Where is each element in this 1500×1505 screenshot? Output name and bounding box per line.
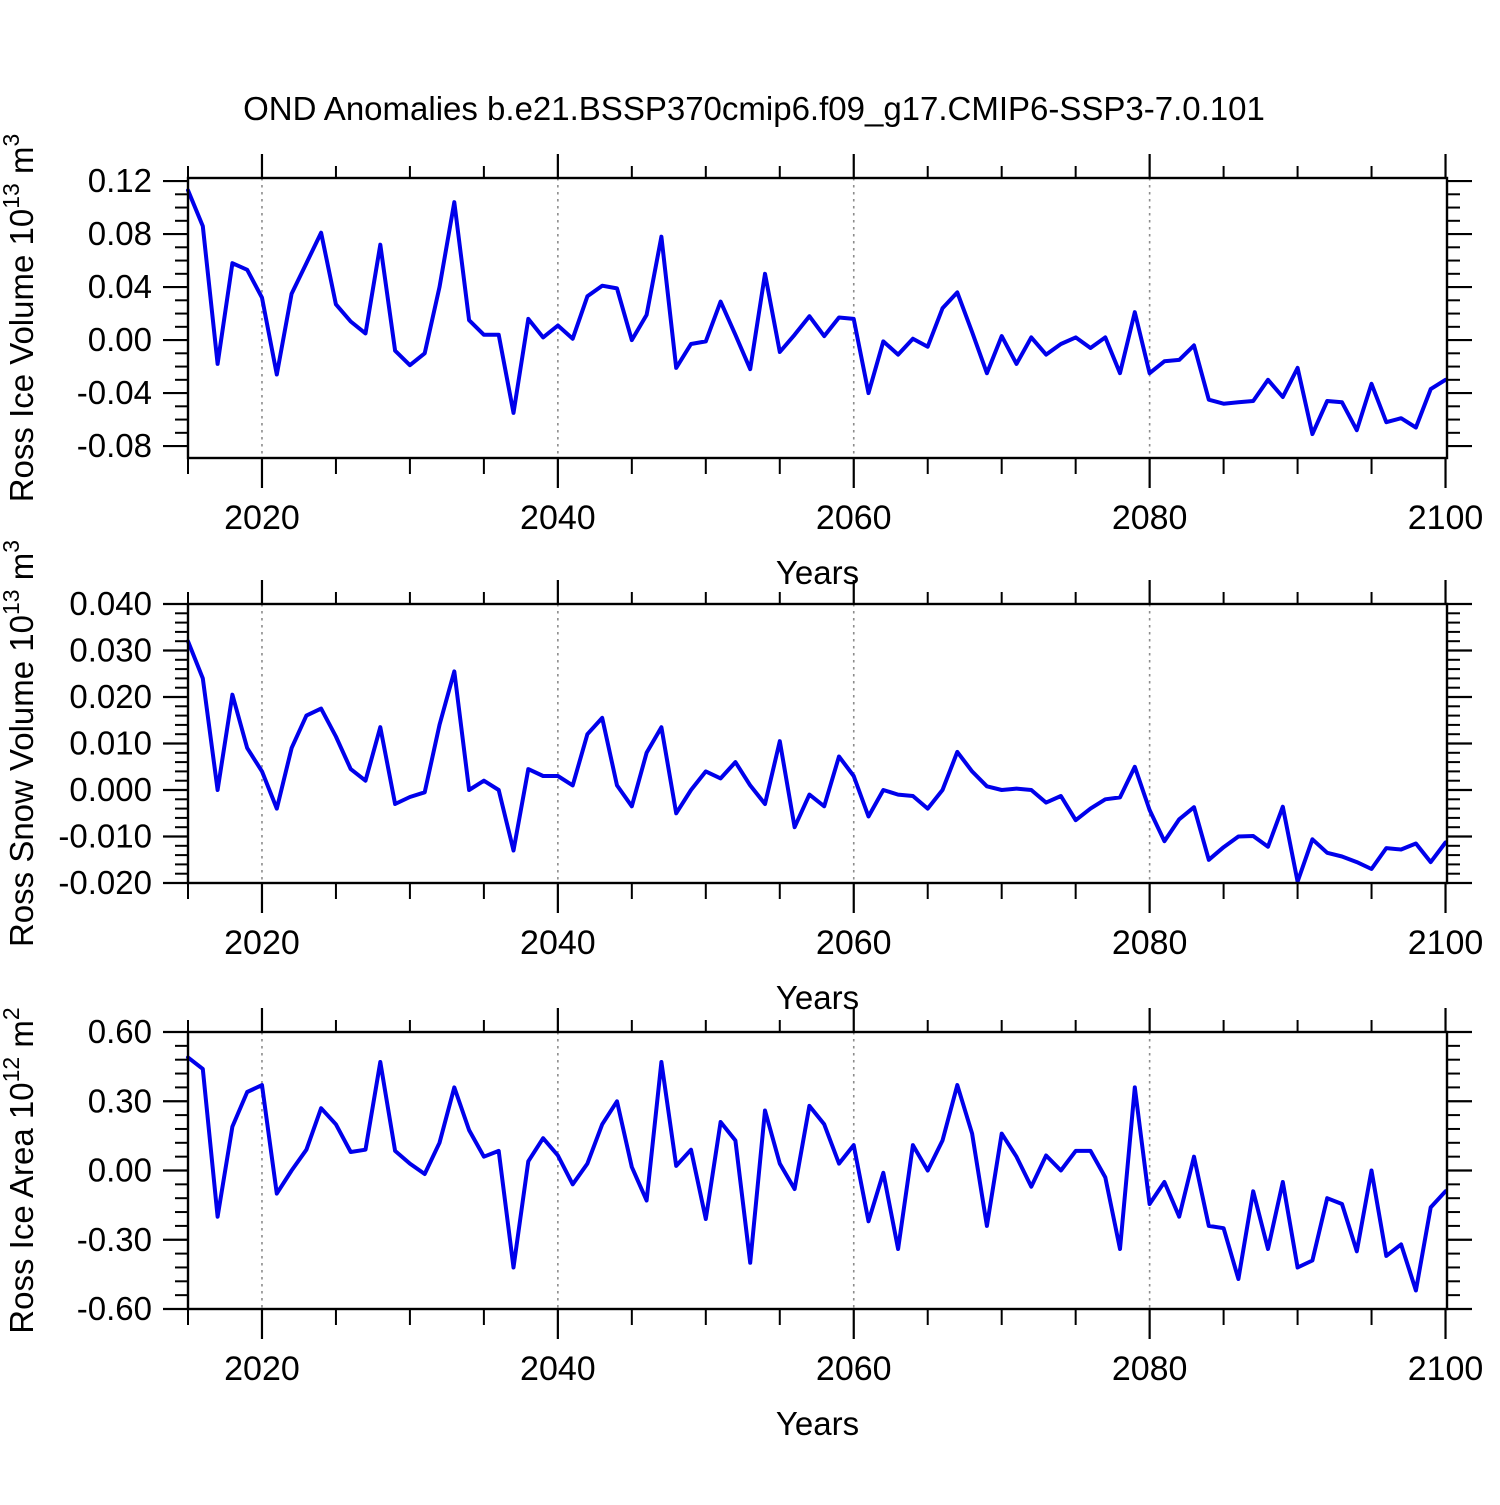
y-tick-label: -0.020	[58, 864, 152, 901]
y-tick-label: 0.00	[88, 1152, 152, 1189]
x-tick-label: 2080	[1112, 499, 1188, 537]
x-axis-title: Years	[776, 1405, 859, 1442]
x-axis-title: Years	[776, 554, 859, 591]
y-tick-label: -0.08	[77, 427, 152, 464]
y-tick-label: -0.04	[77, 374, 152, 411]
x-tick-label: 2040	[520, 499, 596, 537]
panel-ross-ice-area: 0.60 0.30 0.00 -0.30 -0.60 2020 2040 2060 2080 21…	[0, 1007, 1483, 1442]
x-tick-label: 2080	[1112, 924, 1188, 962]
x-tick-label: 2080	[1112, 1350, 1188, 1388]
y-tick-label: 0.12	[88, 162, 152, 199]
x-tick-label: 2040	[520, 924, 596, 962]
x-tick-label: 2040	[520, 1350, 596, 1388]
y-axis-title: Ross Snow Volume 1013 m3	[0, 540, 40, 947]
y-tick-label: 0.60	[88, 1013, 152, 1050]
x-tick-label: 2060	[816, 499, 892, 537]
panel-ross-snow-volume: 0.040 0.030 0.020 0.010 0.000 -0.010 -0.020 202…	[0, 540, 1483, 1016]
x-tick-label: 2100	[1408, 499, 1484, 537]
x-tick-label: 2060	[816, 1350, 892, 1388]
y-tick-label: 0.000	[69, 771, 152, 808]
x-axis-title: Years	[776, 979, 859, 1016]
x-tick-label: 2020	[224, 1350, 300, 1388]
y-tick-label: 0.010	[69, 725, 152, 762]
y-tick-label: 0.020	[69, 678, 152, 715]
chart-title: OND Anomalies b.e21.BSSP370cmip6.f09_g17…	[243, 90, 1265, 127]
y-tick-label: 0.08	[88, 215, 152, 252]
panels-group: 0.12 0.08 0.04 0.00 -0.04 -0.08 2020 2040 2060 20…	[0, 134, 1483, 1442]
y-tick-label: -0.60	[77, 1290, 152, 1327]
x-tick-label: 2100	[1408, 1350, 1484, 1388]
panel-ross-ice-area-series-line	[186, 1055, 1448, 1293]
y-tick-label: 0.030	[69, 632, 152, 669]
panel-ross-snow-volume-series-line	[186, 639, 1448, 884]
panel-frame	[186, 176, 1449, 460]
y-tick-label: 0.00	[88, 321, 152, 358]
y-tick-label: 0.04	[88, 268, 152, 305]
y-axis-title: Ross Ice Volume 1013 m3	[0, 134, 40, 503]
y-tick-label: 0.040	[69, 585, 152, 622]
y-tick-label: -0.010	[58, 818, 152, 855]
x-tick-label: 2020	[224, 924, 300, 962]
x-tick-label: 2060	[816, 924, 892, 962]
y-tick-label: -0.30	[77, 1221, 152, 1258]
panel-ross-ice-volume-series-line	[186, 188, 1448, 437]
y-axis-title: Ross Ice Area 1012 m2	[0, 1007, 40, 1333]
x-tick-label: 2020	[224, 499, 300, 537]
x-tick-label: 2100	[1408, 924, 1484, 962]
y-tick-label: 0.30	[88, 1082, 152, 1119]
panel-ross-ice-volume: 0.12 0.08 0.04 0.00 -0.04 -0.08 2020 2040 2060 20…	[0, 134, 1483, 591]
